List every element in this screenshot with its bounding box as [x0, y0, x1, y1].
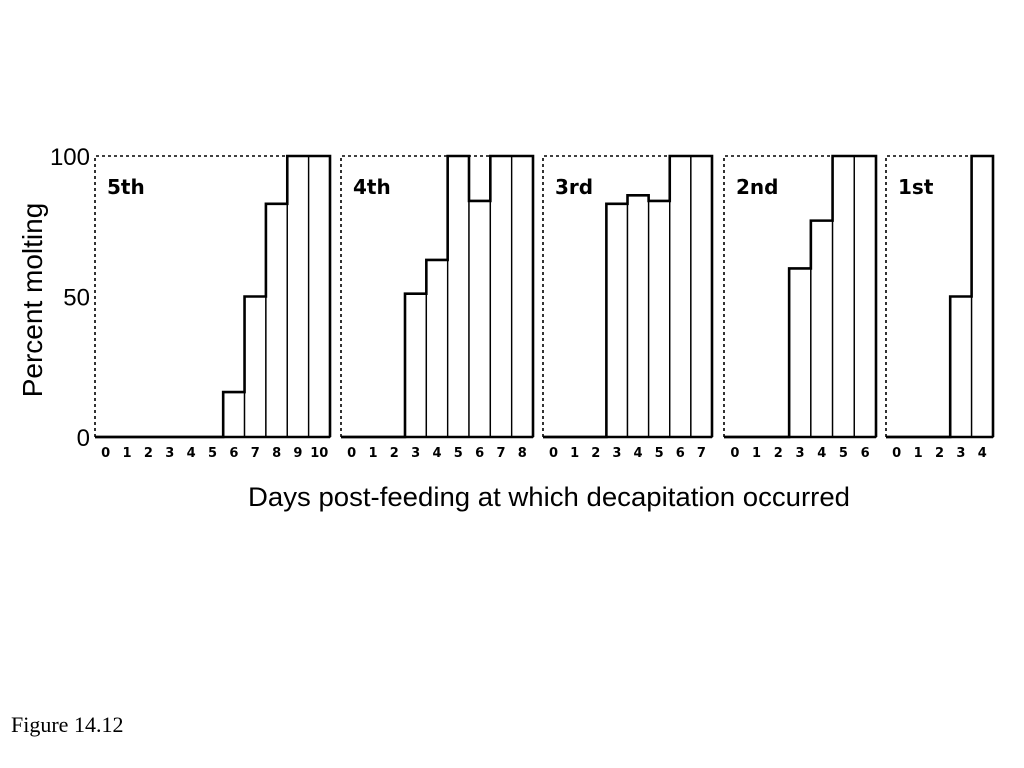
panel-label: 2nd — [736, 175, 778, 199]
x-tick-label: 1 — [123, 446, 132, 461]
x-tick-label: 6 — [861, 446, 870, 461]
x-tick-label: 10 — [310, 446, 328, 461]
x-tick-label: 3 — [411, 446, 420, 461]
x-tick-label: 3 — [956, 446, 965, 461]
bar — [669, 155, 692, 438]
panel-label: 3rd — [555, 175, 593, 199]
panel-label: 5th — [107, 175, 145, 199]
x-tick-label: 0 — [549, 446, 558, 461]
bar — [970, 155, 994, 438]
x-tick-label: 2 — [774, 446, 783, 461]
x-tick-label: 3 — [165, 446, 174, 461]
bar — [831, 155, 855, 438]
bar — [425, 259, 449, 438]
x-tick-label: 2 — [390, 446, 399, 461]
bar — [404, 292, 428, 438]
y-tick-label: 50 — [63, 285, 90, 312]
bar — [243, 295, 267, 438]
y-axis-label: Percent molting — [17, 203, 48, 398]
x-tick-label: 4 — [978, 446, 987, 461]
bar — [626, 194, 650, 438]
bar — [265, 203, 288, 438]
x-tick-label: 1 — [570, 446, 579, 461]
bar — [647, 200, 671, 438]
x-tick-label: 5 — [454, 446, 463, 461]
figure-caption: Figure 14.12 — [11, 712, 124, 737]
y-tick-label: 100 — [50, 144, 90, 171]
x-tick-label: 7 — [496, 446, 505, 461]
x-tick-label: 3 — [612, 446, 621, 461]
x-tick-label: 6 — [229, 446, 238, 461]
panel-frame — [723, 155, 877, 437]
y-tick-label: 0 — [77, 425, 90, 452]
bar — [307, 155, 331, 438]
x-tick-label: 2 — [591, 446, 600, 461]
x-tick-label: 8 — [518, 446, 527, 461]
x-tick-label: 1 — [914, 446, 923, 461]
panel-3rd: 3rd 0 1 2 3 4 5 6 7 — [542, 154, 714, 461]
x-tick-label: 6 — [676, 446, 685, 461]
x-tick-label: 1 — [368, 446, 377, 461]
x-axis-label: Days post-feeding at which decapitation … — [248, 482, 850, 512]
x-tick-label: 5 — [655, 446, 664, 461]
panel-4th: 4th 0 1 2 3 4 5 6 7 8 — [340, 154, 535, 461]
bar — [222, 391, 246, 438]
x-tick-label: 0 — [347, 446, 356, 461]
bar — [788, 267, 812, 438]
x-tick-label: 4 — [187, 446, 196, 461]
x-tick-label: 0 — [892, 446, 901, 461]
x-tick-label: 7 — [697, 446, 706, 461]
x-tick-label: 6 — [475, 446, 484, 461]
bar — [510, 155, 534, 438]
x-tick-label: 3 — [795, 446, 804, 461]
bar — [853, 155, 877, 438]
panel-label: 1st — [898, 175, 934, 199]
bar — [468, 200, 492, 438]
x-tick-label: 7 — [251, 446, 260, 461]
bar — [489, 155, 513, 438]
x-tick-label: 4 — [634, 446, 643, 461]
bar — [286, 155, 310, 438]
x-tick-label: 4 — [817, 446, 826, 461]
panel-5th: 5th 0 1 2 3 4 5 6 7 8 9 10 — [94, 154, 332, 461]
bar — [690, 155, 713, 438]
panel-1st: 1st 0 1 2 3 4 — [885, 154, 995, 461]
bar — [446, 155, 470, 438]
x-tick-label: 5 — [839, 446, 848, 461]
x-tick-label: 0 — [730, 446, 739, 461]
x-tick-label: 4 — [432, 446, 441, 461]
bar — [605, 203, 629, 438]
x-tick-label: 2 — [144, 446, 153, 461]
panel-label: 4th — [353, 175, 391, 199]
x-tick-label: 2 — [935, 446, 944, 461]
x-tick-label: 5 — [208, 446, 217, 461]
x-tick-label: 8 — [272, 446, 281, 461]
x-tick-label: 1 — [752, 446, 761, 461]
x-tick-label: 0 — [101, 446, 110, 461]
bar — [949, 295, 973, 438]
panel-2nd: 2nd 0 1 2 3 4 5 6 — [723, 154, 878, 461]
bar — [810, 219, 834, 438]
x-tick-label: 9 — [293, 446, 302, 461]
y-axis-ticks: 0 50 100 — [50, 144, 90, 452]
